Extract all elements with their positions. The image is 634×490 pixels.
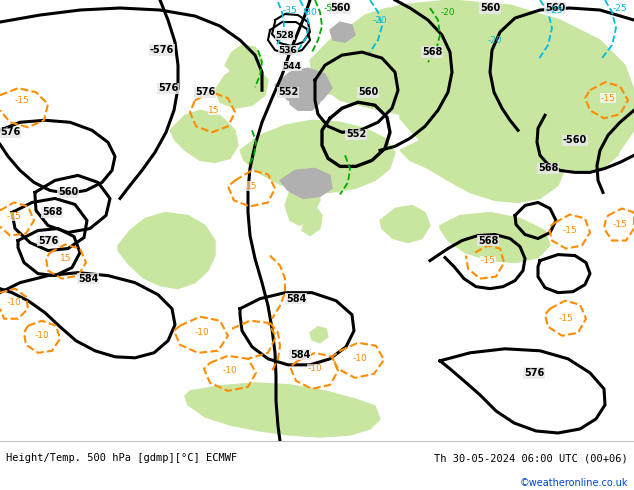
Text: 568: 568 <box>538 163 558 173</box>
Text: -30: -30 <box>302 7 318 17</box>
Text: -35: -35 <box>283 5 297 15</box>
Text: 576: 576 <box>158 83 178 93</box>
Text: 536: 536 <box>278 46 297 54</box>
Text: 568: 568 <box>422 47 442 57</box>
Text: 576: 576 <box>0 127 20 137</box>
Text: -10: -10 <box>223 367 237 375</box>
Text: 584: 584 <box>286 294 306 304</box>
Text: 576: 576 <box>38 236 58 245</box>
Text: 560: 560 <box>358 87 378 97</box>
Polygon shape <box>330 8 440 80</box>
Text: -10: -10 <box>35 331 49 340</box>
Text: 15: 15 <box>246 182 258 191</box>
Text: -10: -10 <box>195 328 209 337</box>
Polygon shape <box>118 213 215 289</box>
Polygon shape <box>285 175 320 225</box>
Text: 568: 568 <box>478 236 498 245</box>
Text: Th 30-05-2024 06:00 UTC (00+06): Th 30-05-2024 06:00 UTC (00+06) <box>434 453 628 463</box>
Text: -576: -576 <box>150 45 174 55</box>
Text: -15: -15 <box>562 226 578 235</box>
Text: -15: -15 <box>481 256 495 265</box>
Text: -10: -10 <box>307 365 322 373</box>
Text: -10: -10 <box>6 298 22 307</box>
Polygon shape <box>170 110 238 162</box>
Text: -10: -10 <box>353 354 367 363</box>
Text: 584: 584 <box>290 350 310 360</box>
Polygon shape <box>400 95 555 178</box>
Polygon shape <box>400 122 565 202</box>
Polygon shape <box>240 120 395 193</box>
Polygon shape <box>475 80 625 172</box>
Polygon shape <box>440 213 550 263</box>
Text: -5: -5 <box>323 3 332 13</box>
Text: 576: 576 <box>195 87 215 97</box>
Text: 560: 560 <box>545 3 565 13</box>
Polygon shape <box>380 205 430 243</box>
Text: 568: 568 <box>42 207 62 218</box>
Text: Height/Temp. 500 hPa [gdmp][°C] ECMWF: Height/Temp. 500 hPa [gdmp][°C] ECMWF <box>6 453 238 463</box>
Polygon shape <box>215 65 268 108</box>
Text: -15: -15 <box>6 212 22 221</box>
Text: 560: 560 <box>58 188 78 197</box>
Text: -20: -20 <box>488 36 502 45</box>
Text: -25: -25 <box>548 5 564 15</box>
Text: 15: 15 <box>60 254 72 263</box>
Text: 560: 560 <box>330 3 350 13</box>
Text: -15: -15 <box>15 96 29 105</box>
Polygon shape <box>318 72 348 94</box>
Polygon shape <box>290 90 320 110</box>
Text: 552: 552 <box>278 87 298 97</box>
Text: -20: -20 <box>373 16 387 24</box>
Polygon shape <box>225 45 262 76</box>
Polygon shape <box>302 205 322 236</box>
Text: 584: 584 <box>78 273 98 284</box>
Text: 544: 544 <box>283 62 302 71</box>
Text: 528: 528 <box>276 30 294 40</box>
Text: -20: -20 <box>441 7 455 17</box>
Text: -15: -15 <box>600 94 616 103</box>
Polygon shape <box>275 68 332 104</box>
Text: 560: 560 <box>480 3 500 13</box>
Text: -25: -25 <box>612 3 627 13</box>
Polygon shape <box>310 327 328 343</box>
Text: 15: 15 <box>208 106 220 115</box>
Polygon shape <box>185 383 380 437</box>
Polygon shape <box>310 0 634 171</box>
Text: 552: 552 <box>346 129 366 139</box>
Text: -15: -15 <box>612 220 628 229</box>
Polygon shape <box>330 22 355 42</box>
Text: -15: -15 <box>559 314 573 323</box>
Text: 576: 576 <box>524 368 544 378</box>
Text: ©weatheronline.co.uk: ©weatheronline.co.uk <box>519 478 628 488</box>
Text: -560: -560 <box>563 135 587 146</box>
Polygon shape <box>280 169 332 198</box>
